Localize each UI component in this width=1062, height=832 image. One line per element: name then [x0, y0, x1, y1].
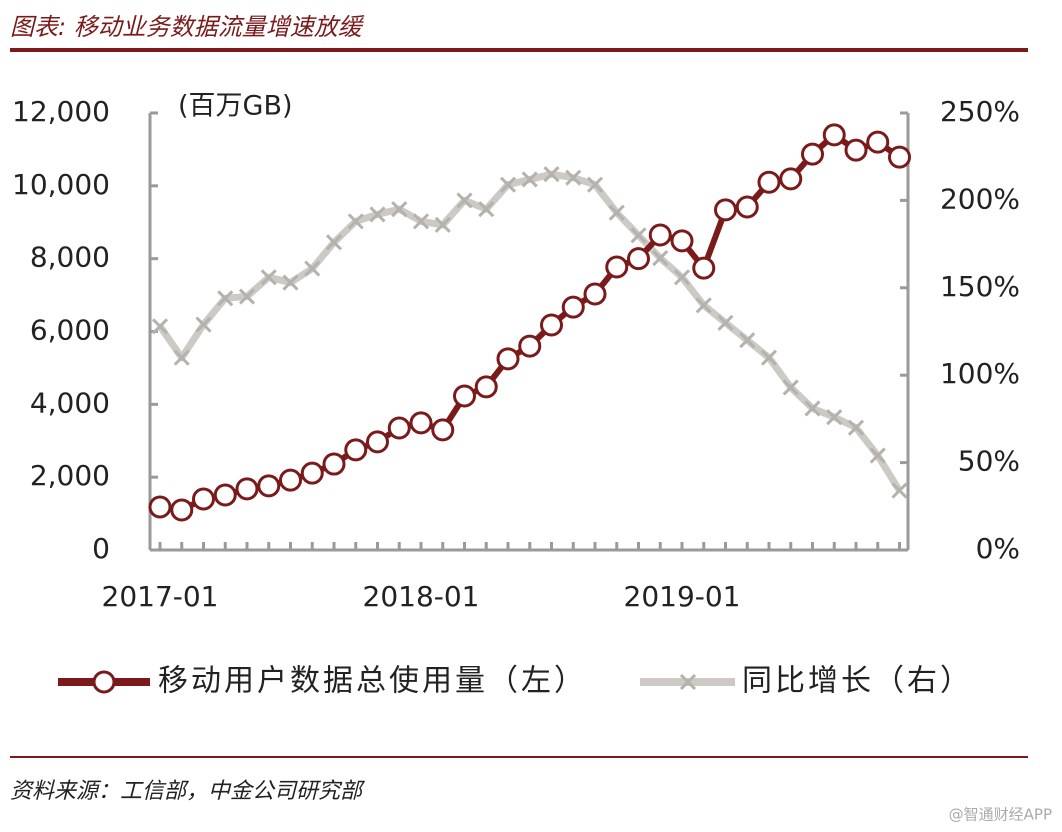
point	[387, 416, 411, 440]
point	[652, 250, 669, 267]
point	[605, 255, 629, 279]
y-axis-label: (百万GB)	[178, 91, 293, 122]
point	[300, 461, 324, 485]
point	[434, 216, 451, 233]
point	[453, 384, 476, 408]
point	[801, 142, 824, 166]
point	[325, 234, 343, 251]
legend-swatch	[92, 670, 116, 694]
point	[304, 260, 321, 277]
footer-rule	[10, 756, 1028, 758]
point	[195, 316, 212, 333]
point	[673, 269, 691, 286]
point	[213, 483, 237, 507]
point	[543, 166, 560, 183]
y-tick-label: 12,000	[12, 95, 110, 128]
point	[586, 176, 604, 193]
source: 资料来源：工信部，中金公司研究部	[10, 779, 366, 804]
point	[322, 452, 346, 476]
y2-tick-label: 50%	[958, 445, 1020, 478]
point	[627, 247, 650, 271]
title-rule	[10, 48, 1028, 52]
x-tick-label: 2018-01	[363, 580, 480, 613]
point	[151, 318, 169, 335]
point	[760, 349, 778, 366]
point	[282, 274, 299, 291]
point	[260, 269, 277, 286]
y-tick-label: 0	[92, 532, 110, 565]
point	[257, 474, 281, 498]
point	[692, 256, 716, 280]
point	[540, 313, 563, 337]
point	[869, 447, 886, 464]
x-tick-label: 2019-01	[624, 580, 741, 613]
point	[583, 282, 607, 306]
point	[695, 297, 712, 314]
point	[521, 171, 538, 188]
y2-tick-label: 150%	[940, 270, 1020, 303]
point	[344, 438, 368, 462]
legend-label: 移动用户数据总使用量（左）	[158, 664, 587, 699]
legend-swatch	[679, 673, 697, 691]
point	[412, 213, 430, 230]
point	[431, 418, 455, 442]
point	[847, 419, 865, 436]
point	[888, 145, 911, 169]
point	[782, 379, 799, 396]
series-line	[159, 131, 902, 513]
point	[822, 123, 846, 147]
point	[804, 400, 821, 417]
y-tick-label: 8,000	[30, 241, 110, 274]
y-tick-label: 10,000	[12, 168, 110, 201]
point	[717, 314, 734, 331]
point	[844, 138, 868, 162]
series-line	[157, 170, 903, 493]
point	[456, 192, 473, 209]
point	[608, 204, 625, 221]
y2-tick-label: 200%	[940, 182, 1020, 215]
point	[366, 430, 389, 454]
point	[217, 290, 234, 307]
point	[173, 349, 190, 366]
point	[235, 477, 259, 501]
y-tick-label: 4,000	[30, 386, 110, 419]
x-tick-label: 2017-01	[102, 580, 219, 613]
point	[714, 198, 737, 222]
point	[866, 130, 890, 154]
point	[369, 206, 386, 223]
point	[565, 169, 582, 186]
y-tick-label: 2,000	[30, 459, 110, 492]
y-tick-label: 6,000	[30, 314, 110, 347]
y2-tick-label: 100%	[940, 357, 1020, 390]
point	[648, 223, 672, 247]
point	[735, 195, 759, 219]
watermark: @智通财经APP	[949, 806, 1052, 824]
point	[496, 347, 520, 371]
point	[391, 201, 408, 218]
point	[561, 295, 585, 319]
point	[499, 176, 517, 193]
point	[757, 170, 781, 194]
point	[478, 201, 495, 218]
chart-title: 图表: 移动业务数据流量增速放缓	[10, 13, 365, 41]
point	[826, 409, 843, 426]
point	[192, 487, 215, 511]
y2-tick-label: 250%	[940, 95, 1020, 128]
point	[238, 288, 256, 305]
point	[630, 227, 647, 244]
point	[891, 482, 908, 499]
point	[474, 375, 498, 399]
y2-tick-label: 0%	[976, 532, 1020, 565]
point	[148, 495, 172, 519]
legend-label: 同比增长（右）	[742, 664, 973, 699]
point	[409, 411, 433, 435]
point	[347, 213, 364, 230]
point	[279, 468, 302, 492]
point	[670, 229, 694, 253]
point	[739, 332, 756, 349]
point	[518, 334, 542, 358]
point	[779, 167, 803, 191]
point	[170, 498, 194, 522]
